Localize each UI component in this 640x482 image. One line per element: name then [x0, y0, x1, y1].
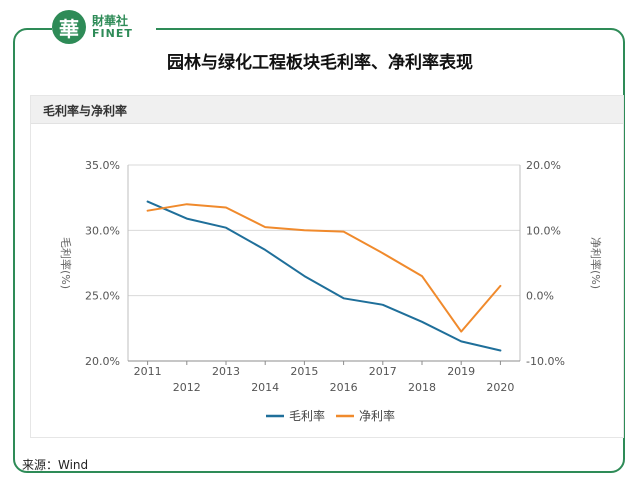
chart-panel: 毛利率与净利率 [30, 95, 624, 438]
x-tick-label: 2013 [212, 365, 240, 378]
brand-logo: 華 財華社 FINET [52, 8, 156, 46]
series-line-gross-margin [146, 200, 502, 352]
legend-label-0: 毛利率 [289, 408, 325, 423]
x-tick-label: 2016 [330, 381, 358, 394]
y-right-tick-label: 0.0% [526, 290, 554, 303]
x-tick-label: 2015 [290, 365, 318, 378]
source-note: 来源：Wind [22, 458, 89, 472]
y-left-tick-label: 25.0% [85, 290, 120, 303]
series-line-net-margin [146, 203, 502, 333]
y-right-axis-label: 净利率(%) [589, 237, 603, 289]
y-left-tick-label: 20.0% [85, 355, 120, 368]
x-tick-label: 2012 [173, 381, 201, 394]
brand-name-cn: 財華社 [92, 13, 129, 28]
y-left-axis-label: 毛利率(%) [59, 237, 73, 289]
legend-label-1: 净利率 [359, 408, 395, 423]
x-tick-label: 2011 [134, 365, 162, 378]
chart-title: 毛利率与净利率 [43, 104, 128, 118]
x-tick-label: 2018 [408, 381, 436, 394]
brand-name: 財華社 FINET [92, 15, 133, 39]
y-right-tick-label: -10.0% [526, 355, 565, 368]
x-tick-label: 2014 [251, 381, 279, 394]
x-tick-label: 2020 [486, 381, 514, 394]
brand-name-en: FINET [92, 26, 133, 40]
x-tick-label: 2017 [369, 365, 397, 378]
page-title: 园林与绿化工程板块毛利率、净利率表现 [167, 53, 473, 73]
y-left-tick-label: 35.0% [85, 159, 120, 172]
x-tick-label: 2019 [447, 365, 475, 378]
y-right-tick-label: 20.0% [526, 159, 561, 172]
y-left-tick-label: 30.0% [85, 224, 120, 237]
brand-logo-mark: 華 [52, 10, 86, 44]
y-right-tick-label: 10.0% [526, 224, 561, 237]
chart-panel-header: 毛利率与净利率 [31, 96, 623, 124]
outer-frame [13, 28, 625, 473]
